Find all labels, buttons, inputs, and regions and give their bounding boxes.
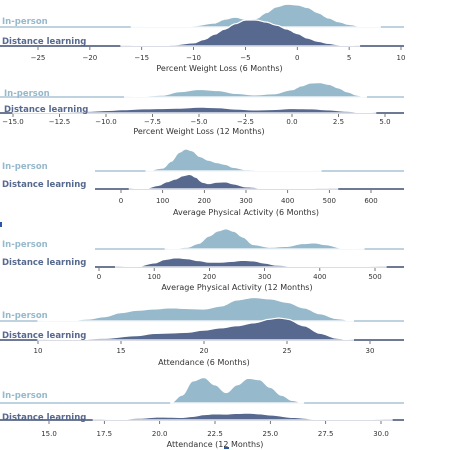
- x-tick-label: 200: [203, 273, 216, 281]
- x-tick-label: −5: [240, 54, 250, 62]
- ridge-distance-learning: [116, 258, 386, 267]
- label-in-person: In-person: [2, 162, 48, 172]
- x-axis-title: Percent Weight Loss (6 Months): [156, 64, 282, 73]
- x-tick-label: 5.0: [379, 118, 390, 126]
- x-tick-label: 2.5: [333, 118, 344, 126]
- x-tick-label: 100: [148, 273, 161, 281]
- ridge-panel-3: In-person Distance learning 0 100 200 300 400 5…: [2, 149, 404, 217]
- x-tick-label: −10.0: [95, 118, 116, 126]
- ridge-in-person: [38, 297, 353, 321]
- label-distance-learning: Distance learning: [2, 258, 86, 268]
- x-axis-title: Percent Weight Loss (12 Months): [133, 127, 264, 136]
- label-distance-learning: Distance learning: [2, 37, 86, 47]
- label-in-person: In-person: [2, 391, 48, 401]
- x-tick-label: 25.0: [263, 430, 279, 438]
- x-tick-label: −12.5: [49, 118, 70, 126]
- x-tick-label: 500: [368, 273, 381, 281]
- x-tick-label: 30.0: [373, 430, 389, 438]
- x-tick-label: 15: [117, 347, 126, 355]
- x-tick-label: −7.5: [144, 118, 161, 126]
- x-tick-label: 22.5: [207, 430, 223, 438]
- ridge-in-person: [165, 229, 364, 249]
- label-distance-learning: Distance learning: [2, 180, 86, 190]
- x-tick-label: 0: [97, 273, 101, 281]
- x-tick-label: 300: [239, 197, 252, 205]
- x-tick-label: 10: [34, 347, 43, 355]
- ridge-in-person: [171, 378, 304, 403]
- x-tick-label: 17.5: [97, 430, 113, 438]
- x-tick-label: 100: [156, 197, 169, 205]
- edge-marker-bottom: [224, 447, 229, 449]
- x-tick-label: 27.5: [318, 430, 334, 438]
- ridge-panel-2: In-person Distance learning −15.0 −12.5 −10.…: [0, 83, 404, 136]
- label-in-person: In-person: [2, 17, 48, 27]
- x-tick-label: 30: [366, 347, 375, 355]
- ridge-panel-6: In-person Distance learning 15.0 17.5 20.0 22…: [0, 378, 404, 449]
- x-axis-title: Average Physical Activity (6 Months): [173, 208, 319, 217]
- ridge-in-person: [146, 149, 321, 171]
- x-tick-label: −25: [31, 54, 46, 62]
- x-tick-label: 10: [397, 54, 406, 62]
- ridge-distance-learning: [93, 413, 392, 420]
- ridge-distance-learning: [129, 174, 337, 189]
- x-tick-label: 5: [347, 54, 351, 62]
- ridge-panel-4: In-person Distance learning 0 100 200 300 400 5…: [2, 229, 404, 292]
- x-tick-label: 400: [313, 273, 326, 281]
- label-in-person: In-person: [2, 311, 48, 321]
- x-tick-label: 0.0: [286, 118, 297, 126]
- x-tick-label: 20.0: [152, 430, 168, 438]
- x-tick-label: 500: [323, 197, 336, 205]
- x-tick-label: 200: [198, 197, 211, 205]
- edge-marker-left: [0, 222, 2, 227]
- label-in-person: In-person: [2, 240, 48, 250]
- ridge-in-person: [125, 83, 367, 97]
- x-tick-label: −15.0: [2, 118, 23, 126]
- x-tick-label: −5.0: [191, 118, 208, 126]
- label-in-person: In-person: [4, 89, 50, 99]
- x-tick-label: 400: [281, 197, 294, 205]
- x-tick-label: −15: [134, 54, 149, 62]
- x-axis-title: Attendance (12 Months): [167, 440, 264, 449]
- x-tick-label: 0: [119, 197, 123, 205]
- x-tick-label: 0: [295, 54, 299, 62]
- x-tick-label: −20: [82, 54, 97, 62]
- x-tick-label: 300: [258, 273, 271, 281]
- x-tick-label: −2.5: [237, 118, 254, 126]
- label-distance-learning: Distance learning: [2, 331, 86, 341]
- label-distance-learning: Distance learning: [4, 105, 88, 115]
- x-tick-label: 600: [364, 197, 377, 205]
- x-tick-label: 15.0: [41, 430, 57, 438]
- x-tick-label: 25: [283, 347, 292, 355]
- label-distance-learning: Distance learning: [2, 413, 86, 423]
- x-axis-title: Average Physical Activity (12 Months): [161, 283, 312, 292]
- x-axis-title: Attendance (6 Months): [158, 358, 250, 367]
- ridge-panel-1: In-person Distance learning −25 −20 −15 −10 −5…: [0, 4, 405, 73]
- ridge-panel-5: In-person Distance learning 10 15 20 25 30 Atte…: [0, 297, 404, 367]
- x-tick-label: −10: [186, 54, 201, 62]
- x-tick-label: 20: [200, 347, 209, 355]
